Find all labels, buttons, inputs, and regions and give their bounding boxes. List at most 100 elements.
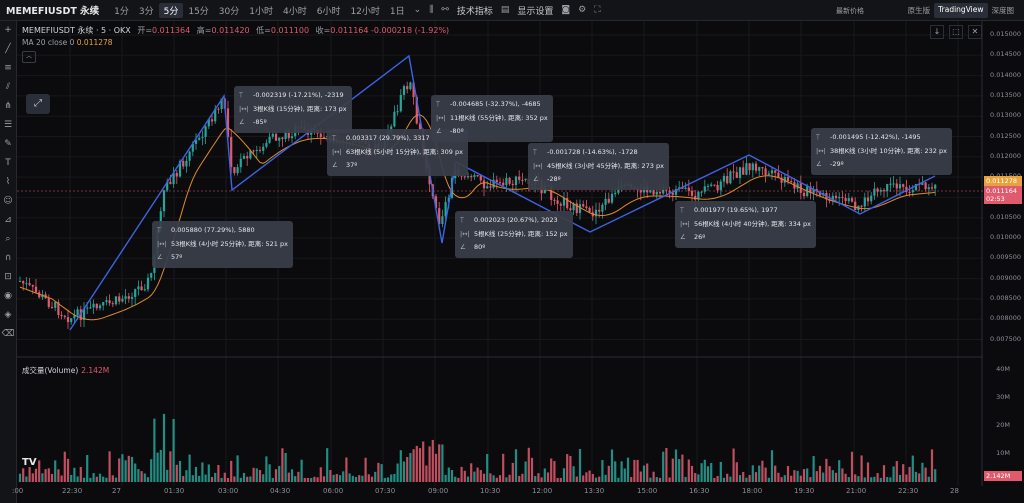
maximize-icon[interactable]: ⬚	[949, 25, 963, 39]
volume-bar	[764, 467, 767, 482]
candle	[271, 133, 274, 137]
candle	[188, 151, 191, 161]
candle	[601, 204, 604, 212]
volume-bar	[402, 461, 406, 482]
candle	[863, 197, 866, 207]
eye-icon[interactable]: ◉	[4, 291, 12, 301]
candle	[118, 296, 121, 302]
volume-bar	[754, 472, 758, 482]
tf-3m[interactable]: 3分	[138, 6, 154, 17]
candle	[95, 303, 98, 309]
volume-bar	[514, 449, 518, 482]
volume-legend[interactable]: 成交量(Volume) 2.142M	[22, 365, 109, 376]
candle	[662, 188, 665, 194]
volume-bar	[383, 477, 386, 482]
measure-tooltip-1: ⟙ 0.005880 (77.29%), 5880 |↔| 53根K线 (4小时 2…	[152, 221, 293, 268]
tf-1m[interactable]: 1分	[114, 6, 129, 17]
pitchfork-icon[interactable]: ⋔	[4, 101, 12, 111]
price-tick: 0.012000	[990, 151, 1022, 160]
arrow-down-icon[interactable]: ↓	[930, 25, 944, 39]
volume-bar	[153, 418, 156, 482]
volume-bar	[713, 477, 716, 482]
volume-bar	[607, 465, 610, 482]
indicators-button[interactable]: 技术指标	[456, 6, 493, 17]
gear-icon[interactable]: ⚙	[578, 5, 587, 15]
volume-bar	[322, 476, 326, 482]
candle	[57, 302, 60, 315]
indicators-icon[interactable]: ⚯	[441, 5, 449, 15]
close-icon[interactable]: ✕	[968, 25, 982, 39]
tf-30m[interactable]: 30分	[218, 6, 240, 17]
display-settings-icon[interactable]: ▤	[500, 5, 510, 15]
magnet-icon[interactable]: ∩	[4, 253, 12, 263]
time-tick: 22:30	[898, 487, 919, 495]
horizontal-lines-icon[interactable]: ≡	[4, 63, 12, 73]
volume-bar	[518, 475, 521, 482]
fullscreen-icon[interactable]: ⛶	[594, 5, 601, 15]
camera-icon[interactable]: ◙	[561, 5, 571, 15]
trash-icon[interactable]: ⌫	[1, 329, 15, 339]
text-icon[interactable]: T	[5, 158, 11, 168]
tf-6h[interactable]: 6小时	[316, 6, 341, 17]
lock-icon[interactable]: ⊡	[4, 272, 12, 282]
tf-12h[interactable]: 12小时	[350, 6, 380, 17]
candle	[767, 173, 770, 175]
candle	[239, 158, 242, 168]
volume-bar	[908, 466, 911, 482]
volume-bar	[300, 459, 303, 482]
volume-bar	[716, 475, 719, 482]
volume-bar	[31, 473, 34, 482]
pattern-icon[interactable]: ⌇	[5, 177, 11, 187]
zoom-icon[interactable]: ⌕	[5, 234, 11, 244]
candle	[514, 176, 518, 185]
tf-1d[interactable]: 1日	[389, 6, 405, 17]
candle	[415, 97, 418, 124]
tf-5m[interactable]: 5分	[158, 2, 184, 18]
candle	[754, 163, 758, 171]
volume-bar	[242, 472, 246, 482]
display-settings-button[interactable]: 显示设置	[517, 6, 554, 17]
latest-price-dropdown[interactable]: 最新价格	[836, 7, 864, 15]
tf-1h[interactable]: 1小时	[249, 6, 273, 17]
time-tick: 10:30	[480, 487, 501, 495]
ruler-icon[interactable]: ⊿	[4, 215, 12, 225]
candle	[892, 183, 895, 185]
ma-legend[interactable]: MA 20 close 0 0.011278	[22, 38, 113, 47]
emoji-icon[interactable]: ☺	[3, 196, 13, 206]
candle	[169, 181, 172, 185]
volume-axis-10m: 10M	[996, 449, 1010, 457]
candle	[28, 283, 31, 285]
volume-bar	[447, 467, 450, 482]
tf-15m[interactable]: 15分	[188, 6, 209, 17]
candle	[412, 82, 415, 98]
volume-bar	[553, 461, 556, 482]
tab-native[interactable]: 原生版	[907, 6, 931, 15]
volume-bar	[758, 465, 761, 482]
candle	[284, 131, 287, 140]
fib-icon[interactable]: ☰	[3, 120, 13, 130]
tab-depth[interactable]: 深度图	[991, 6, 1015, 15]
crosshair-icon[interactable]: +	[4, 25, 12, 35]
tf-4h[interactable]: 4小时	[282, 6, 307, 17]
volume-axis-40m: 40M	[996, 365, 1010, 373]
candle	[121, 298, 124, 302]
layers-icon[interactable]: ◈	[4, 310, 12, 320]
draw-tool-icon[interactable]: ⤢	[26, 94, 50, 114]
channel-icon[interactable]: ⫽	[5, 82, 10, 92]
brush-icon[interactable]: ✎	[4, 139, 12, 149]
volume-bar	[70, 474, 73, 482]
tab-tradingview[interactable]: TradingView	[934, 3, 988, 18]
candle	[444, 201, 447, 217]
volume-bar	[28, 467, 31, 482]
candle	[927, 187, 930, 190]
candle	[441, 216, 444, 224]
candle	[114, 296, 118, 305]
collapse-legend-icon[interactable]: ︿	[22, 51, 36, 63]
chevron-down-icon[interactable]: ⌄	[413, 5, 422, 15]
candle	[214, 108, 217, 122]
trendline-icon[interactable]: ╱	[5, 44, 11, 54]
volume-bar	[604, 474, 607, 482]
symbol-title[interactable]: MEMEFIUSDT 永续	[6, 6, 100, 17]
candle-type-icon[interactable]: ⫼	[429, 5, 434, 15]
volume-bar	[498, 475, 502, 482]
